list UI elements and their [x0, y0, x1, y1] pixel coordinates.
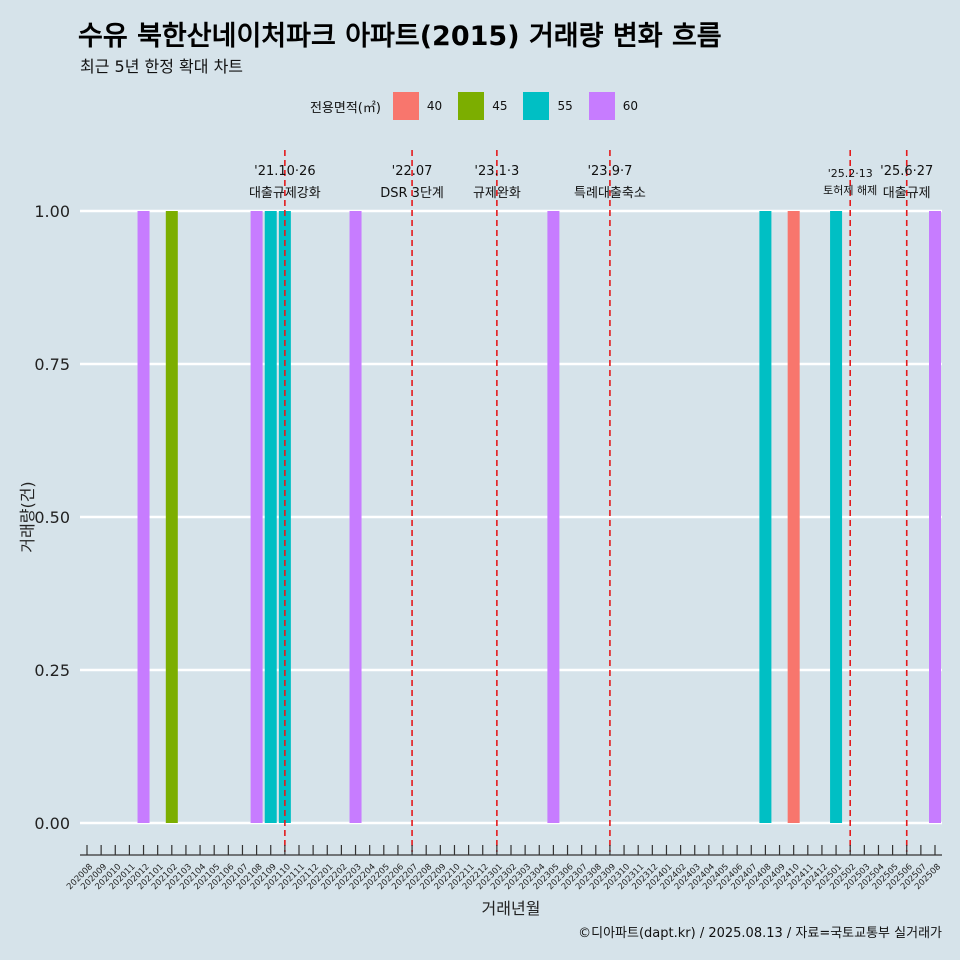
event-date-label: '23.9·7	[587, 164, 632, 179]
legend-label-55: 55	[557, 99, 573, 113]
legend-swatch-55	[523, 92, 550, 120]
event-label: DSR 3단계	[380, 186, 444, 201]
legend-item-45: 45	[458, 92, 515, 120]
event-label: 대출규제	[883, 186, 931, 201]
y-tick-label: 1.00	[34, 202, 70, 221]
legend-swatch-45	[458, 92, 485, 120]
legend-item-40: 40	[392, 92, 450, 120]
legend: 전용면적(㎡) 40 45 55 60	[0, 92, 960, 120]
event-label: 토허제 해제	[823, 183, 877, 197]
source-caption: ©디아파트(dapt.kr) / 2025.08.13 / 자료=국토교통부 실…	[578, 926, 942, 941]
event-date-label: '21.10·26	[254, 164, 315, 179]
bar	[547, 211, 560, 823]
chart-title: 수유 북한산네이처파크 아파트(2015) 거래량 변화 흐름	[78, 21, 722, 52]
bar	[759, 211, 772, 823]
legend-label-60: 60	[622, 99, 639, 113]
legend-swatch-60	[588, 92, 615, 120]
event-date-label: '25.6·27	[880, 164, 933, 179]
legend-label-40: 40	[426, 99, 443, 113]
legend-item-60: 60	[588, 92, 646, 120]
event-date-label: '22.07	[392, 164, 433, 179]
bar	[250, 211, 263, 823]
y-tick-label: 0.75	[34, 355, 70, 374]
y-tick-label: 0.25	[34, 661, 70, 680]
event-label: 규제완화	[473, 186, 521, 201]
bar	[264, 211, 277, 823]
event-date-label: '25.2·13	[828, 167, 873, 180]
event-label: 특례대출축소	[574, 186, 646, 201]
bar	[165, 211, 178, 823]
legend-title: 전용면적(㎡)	[309, 100, 381, 116]
x-axis-title: 거래년월	[482, 899, 541, 918]
bar	[349, 211, 362, 823]
bar	[278, 211, 291, 823]
event-date-label: '23.1·3	[474, 164, 519, 179]
bar	[929, 211, 941, 823]
legend-item-55: 55	[523, 92, 580, 120]
legend-swatch-40	[392, 92, 419, 120]
y-tick-label: 0.50	[34, 508, 70, 527]
bar	[830, 211, 843, 823]
y-tick-label: 0.00	[34, 814, 70, 833]
bar	[787, 211, 800, 823]
chart-subtitle: 최근 5년 한정 확대 차트	[80, 57, 244, 76]
bar	[137, 211, 150, 823]
legend-label-45: 45	[492, 99, 508, 113]
y-axis-title: 거래량(건)	[18, 481, 37, 552]
event-label: 대출규제강화	[249, 186, 321, 201]
